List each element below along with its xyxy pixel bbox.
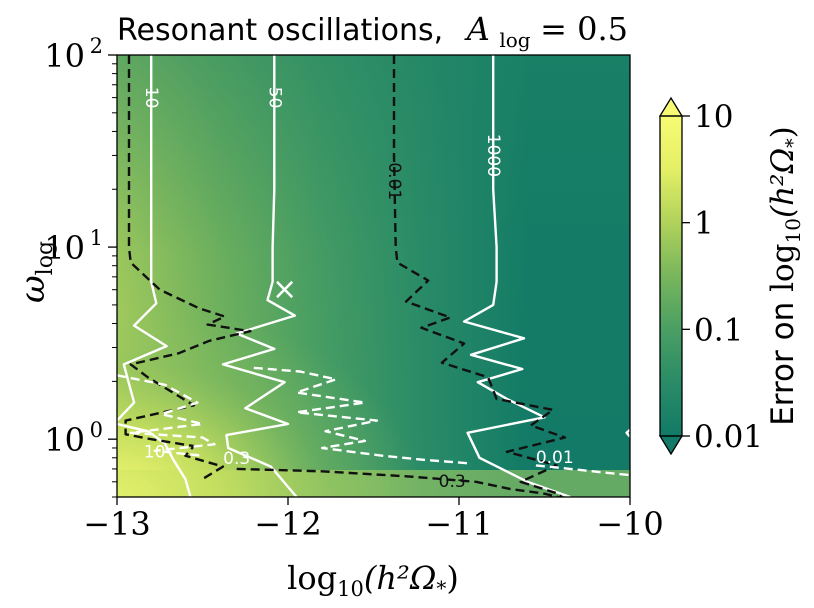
contour-label-4: 10 (144, 443, 166, 463)
contour-line-5 (124, 55, 252, 481)
colorbar-label: Error on log10(h²Ω*) (765, 126, 805, 426)
x-tick-label-1: −12 (254, 505, 322, 543)
contour-line-6 (392, 55, 567, 497)
contour-label-0: 10 (141, 87, 161, 109)
colorbar-tick-label-2: 0.1 (694, 312, 743, 348)
contour-line-9 (253, 366, 468, 465)
heatmap-hotspot (117, 255, 497, 497)
y-tick-exp-0: 0 (90, 418, 103, 442)
contour-label-1: 50 (264, 87, 284, 109)
y-tick-label-2: 10 (44, 37, 85, 75)
y-tick-exp-1: 1 (90, 226, 103, 250)
y-tick-label-0: 10 (44, 421, 85, 459)
y-tick-label-1: 10 (44, 229, 85, 267)
colorbar-tick-label-3: 0.01 (694, 419, 763, 455)
colorbar-extend-bottom (658, 435, 684, 456)
colorbar-body (660, 116, 682, 436)
y-axis-label: ωlog (13, 241, 58, 303)
x-axis-label: log10(h²Ω*) (287, 559, 459, 601)
x-tick-label-2: −11 (425, 505, 493, 543)
contour-label-3: 0.01 (384, 162, 404, 200)
contour-line-3 (462, 55, 571, 497)
colorbar-ticks: 10 1 0.1 0.01 (682, 99, 763, 455)
colorbar-tick-label-1: 1 (694, 206, 714, 242)
contour-line-4 (625, 428, 630, 438)
contour-label-2: 1000 (483, 134, 503, 177)
x-axis-ticks: −13 −12 −11 −10 (83, 497, 664, 543)
plot-frame (116, 54, 631, 498)
x-tick-label-0: −13 (83, 505, 151, 543)
colorbar-tick-label-0: 10 (694, 99, 733, 135)
y-axis-minor-ticks (112, 63, 117, 498)
x-tick-label-3: −10 (596, 505, 664, 543)
contour-line-7 (535, 464, 630, 477)
contour-line-2 (221, 55, 298, 497)
contour-line-0 (117, 55, 168, 422)
contour-label-7: 0.01 (536, 448, 574, 468)
contour-line-8 (117, 374, 216, 457)
colorbar-extend-top (658, 96, 684, 117)
contour-line-10 (236, 467, 559, 497)
contour-lines (117, 55, 630, 497)
colorbar: 10 1 0.1 0.01 Error on log10(h²Ω*) (658, 96, 805, 456)
contour-label-5: 0.3 (223, 449, 250, 469)
y-tick-exp-2: 2 (90, 34, 103, 58)
colorbar-frame (659, 115, 683, 437)
heatmap: 10 50 1000 0.01 10 0.3 0.3 0.01 × (117, 55, 630, 497)
contour-label-6: 0.3 (439, 472, 466, 492)
contour-labels: 10 50 1000 0.01 10 0.3 0.3 0.01 (141, 87, 573, 492)
marker-cross: × (272, 272, 297, 307)
chart-title: Resonant oscillations, A log = 0.5 (117, 10, 628, 55)
